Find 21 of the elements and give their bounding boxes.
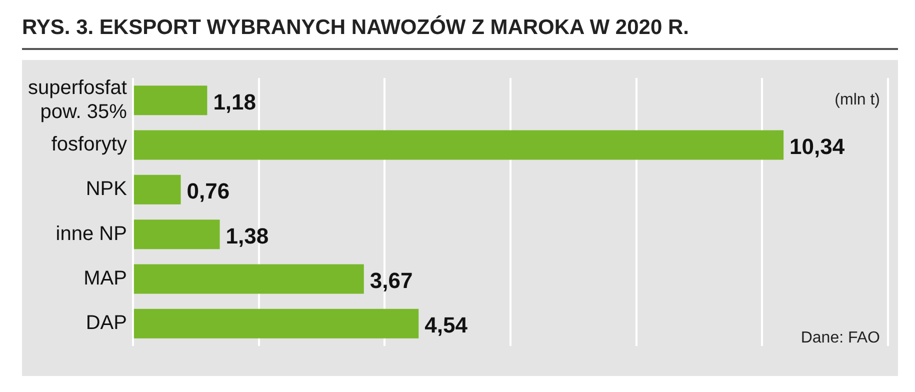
y-tick-label: fosforyty — [51, 134, 127, 156]
bar — [134, 264, 364, 294]
y-tick-label: inne NP — [56, 222, 127, 245]
annotation: (mln t) — [834, 91, 880, 108]
y-tick-label: superfosfat pow. 35% — [28, 76, 128, 123]
chart-title: RYS. 3. EKSPORT WYBRANYCH NAWOZÓW Z MAROKA W 2020 R. — [22, 16, 898, 50]
data-label: 1,38 — [226, 223, 269, 248]
data-label: 1,18 — [213, 89, 256, 114]
bar — [134, 220, 220, 250]
bar — [134, 86, 208, 116]
bar — [134, 308, 419, 338]
y-tick-label: MAP — [84, 268, 127, 290]
y-tick-label: DAP — [86, 312, 127, 334]
data-label: 3,67 — [370, 268, 413, 294]
data-label: 4,54 — [424, 312, 468, 338]
data-label: 10,34 — [790, 134, 846, 160]
data-label: 0,76 — [186, 178, 230, 204]
y-tick-label: NPK — [86, 178, 128, 200]
bar — [134, 174, 181, 204]
annotation: Dane: FAO — [800, 329, 880, 346]
bar — [134, 130, 784, 160]
